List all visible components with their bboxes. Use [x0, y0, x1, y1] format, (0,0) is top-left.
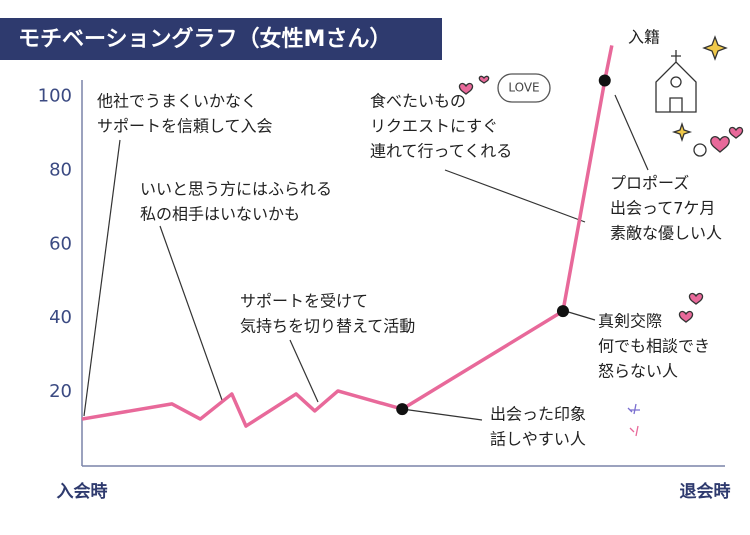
annotation: 真剣交際 — [598, 312, 662, 331]
chart-title: モチベーショングラフ（女性Mさん） — [18, 26, 391, 52]
annotation: 話しやすい人 — [490, 430, 586, 449]
x-tick-label: 入会時 — [57, 481, 108, 502]
annotation: 気持ちを切り替えて活動 — [240, 317, 415, 336]
annotation: 入籍 — [628, 28, 660, 47]
marker — [556, 305, 569, 318]
marker — [396, 403, 409, 416]
leader-line — [614, 94, 649, 171]
y-tick-label: 40 — [49, 307, 72, 328]
leader-line — [401, 408, 483, 421]
y-tick-label: 20 — [49, 381, 72, 402]
annotation: 出会って7ケ月 — [610, 199, 715, 218]
line — [81, 45, 614, 428]
annotation: サポートを受けて — [240, 292, 368, 311]
y-tick-label: 100 — [38, 85, 72, 106]
leader-line — [159, 225, 223, 401]
annotation: 素敵な優しい人 — [610, 224, 722, 243]
annotation: 怒らない人 — [598, 362, 678, 381]
y-tick-label: 60 — [49, 233, 72, 254]
x-tick-label: 退会時 — [680, 481, 731, 502]
love-badge: LOVE — [508, 81, 539, 95]
annotation: 食べたいもの — [370, 92, 466, 111]
y-tick-label: 80 — [49, 159, 72, 180]
leader-line — [83, 139, 121, 417]
leader-line — [289, 339, 319, 403]
title-banner — [0, 18, 442, 60]
annotation: サポートを信頼して入会 — [97, 117, 273, 136]
leader-line — [444, 169, 586, 223]
annotation: プロポーズ — [610, 174, 689, 193]
annotation: リクエストにすぐ — [370, 117, 498, 136]
decorations — [458, 35, 744, 437]
annotation: 私の相手はいないかも — [140, 205, 300, 224]
annotation: 何でも相談でき — [598, 337, 710, 356]
annotation: 出会った印象 — [490, 405, 586, 424]
annotation: 他社でうまくいかなく — [97, 92, 257, 111]
marker — [598, 74, 611, 87]
leader-line — [564, 310, 596, 321]
annotation: いいと思う方にはふられる — [140, 180, 332, 199]
annotation: 連れて行ってくれる — [370, 142, 512, 161]
